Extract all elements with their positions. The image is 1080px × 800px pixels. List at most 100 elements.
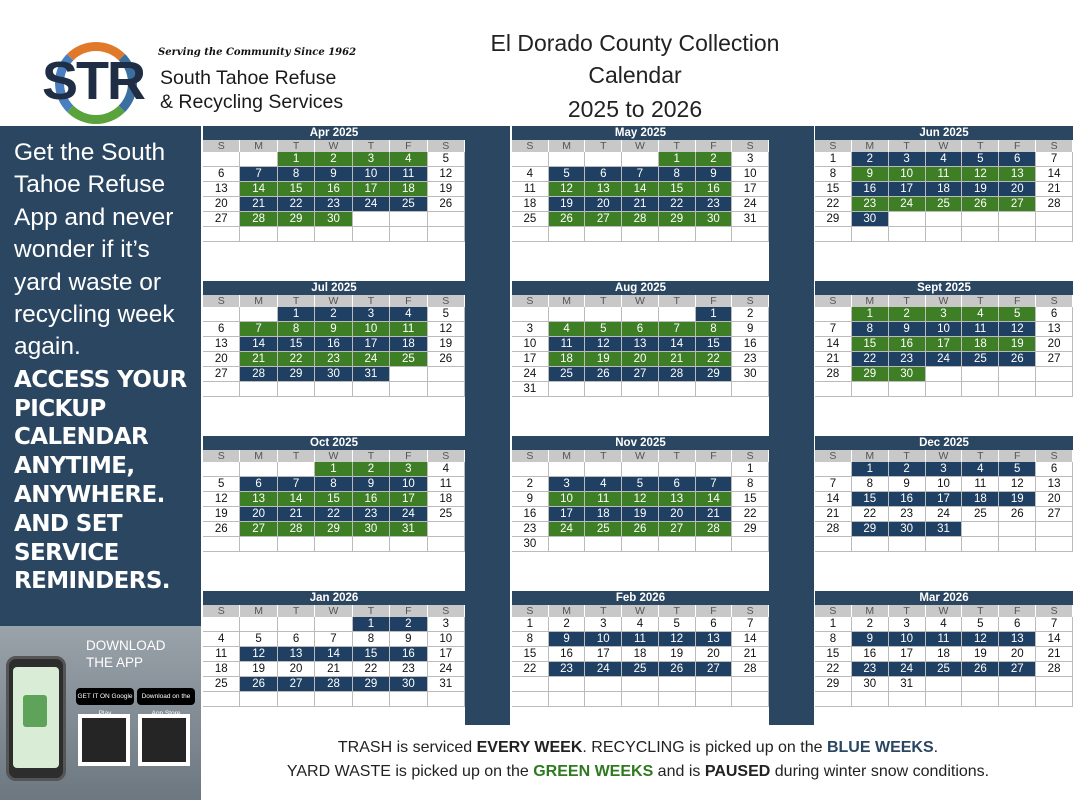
empty-cell <box>240 227 278 242</box>
day-cell: 5 <box>999 307 1037 322</box>
day-cell: 19 <box>658 647 696 662</box>
google-play-button[interactable]: GET IT ON Google Play <box>76 688 134 717</box>
day-grid: 1 2 3 4 5 6 7 8 9 10 11 12 13 14 15 16 17 18 19 20 21 22 23 24 2… <box>203 617 465 707</box>
day-cell: 17 <box>427 647 465 662</box>
download-label: DOWNLOAD THE APP <box>86 637 166 671</box>
empty-cell <box>851 227 889 242</box>
app-store-button[interactable]: Download on the App Store <box>137 688 195 717</box>
empty-cell <box>658 537 696 552</box>
empty-cell <box>277 462 316 477</box>
day-cell: 25 <box>427 507 465 522</box>
day-cell: 1 <box>512 617 549 632</box>
empty-cell <box>390 692 428 707</box>
day-cell: 11 <box>203 647 241 662</box>
day-cell: 21 <box>622 197 659 212</box>
day-cell: 27 <box>203 212 241 227</box>
empty-cell <box>622 537 659 552</box>
day-cell: 22 <box>277 352 316 367</box>
day-cell: 27 <box>658 522 696 537</box>
day-cell: 27 <box>1036 352 1073 367</box>
day-cell: 25 <box>622 662 659 677</box>
day-cell: 8 <box>315 477 353 492</box>
empty-cell <box>240 382 278 397</box>
day-cell: 2 <box>732 307 769 322</box>
day-cell: 9 <box>315 167 353 182</box>
weekday-label: S <box>512 605 549 617</box>
empty-cell <box>585 692 623 707</box>
brand-line-2: & Recycling Services <box>160 91 344 113</box>
day-cell: 16 <box>315 337 353 352</box>
day-cell: 14 <box>622 182 659 197</box>
weekday-label: T <box>585 140 623 152</box>
day-cell: 15 <box>512 647 549 662</box>
day-cell: 24 <box>427 662 465 677</box>
day-cell: 3 <box>352 152 391 167</box>
empty-cell <box>622 307 659 322</box>
month-title: May 2025 <box>512 126 769 140</box>
empty-cell <box>585 227 623 242</box>
day-cell: 26 <box>962 197 1000 212</box>
day-cell: 11 <box>512 182 549 197</box>
day-cell: 15 <box>851 492 889 507</box>
day-cell: 10 <box>888 167 926 182</box>
day-cell: 12 <box>999 322 1037 337</box>
day-cell: 22 <box>851 507 889 522</box>
weekday-label: M <box>240 295 278 307</box>
empty-cell <box>1036 537 1073 552</box>
weekday-label: T <box>889 450 926 462</box>
day-cell: 9 <box>390 632 428 647</box>
day-cell: 1 <box>695 307 733 322</box>
day-cell: 1 <box>315 462 353 477</box>
day-cell: 23 <box>315 197 353 212</box>
day-cell: 19 <box>585 352 623 367</box>
day-cell: 22 <box>815 662 852 677</box>
day-cell: 23 <box>512 522 549 537</box>
day-cell: 28 <box>315 677 353 692</box>
day-grid: 1 2 3 4 5 6 7 8 9 10 11 12 13 14 15 16 17 18 19 20 21 22 23 24 2… <box>815 307 1073 397</box>
weekday-label: T <box>278 605 316 617</box>
empty-cell <box>512 462 549 477</box>
day-cell: 11 <box>585 492 623 507</box>
day-cell: 26 <box>203 522 241 537</box>
empty-cell <box>622 677 659 692</box>
day-cell: 25 <box>390 352 428 367</box>
day-cell: 2 <box>315 152 353 167</box>
day-cell: 16 <box>695 182 733 197</box>
month-title: Aug 2025 <box>512 281 769 295</box>
weekday-label: M <box>549 605 586 617</box>
day-cell: 31 <box>427 677 465 692</box>
empty-cell <box>427 382 465 397</box>
day-cell: 28 <box>1036 197 1073 212</box>
month-title: Mar 2026 <box>815 591 1073 605</box>
day-cell: 8 <box>277 322 316 337</box>
empty-cell <box>585 537 623 552</box>
day-cell: 7 <box>240 167 278 182</box>
weekday-label: S <box>1036 450 1073 462</box>
day-cell: 22 <box>315 507 353 522</box>
day-cell: 13 <box>240 492 278 507</box>
day-cell: 3 <box>888 152 926 167</box>
weekday-label: F <box>390 140 428 152</box>
empty-cell <box>925 367 963 382</box>
day-cell: 8 <box>658 167 696 182</box>
app-store-qr-icon[interactable] <box>138 714 190 766</box>
weekday-label: T <box>889 605 926 617</box>
empty-cell <box>658 307 696 322</box>
day-cell: 19 <box>548 197 586 212</box>
weekday-label: S <box>203 140 241 152</box>
legend: TRASH is serviced EVERY WEEK. RECYCLING … <box>203 736 1073 784</box>
day-cell: 9 <box>512 492 549 507</box>
month-title: Feb 2026 <box>512 591 769 605</box>
empty-cell <box>315 227 353 242</box>
title-line-1: El Dorado County Collection <box>490 30 780 56</box>
empty-cell <box>962 522 1000 537</box>
month-11: Mar 2026 S M T W T F S 1 2 3 4 5 6 7 8 9 10 11 12 13 14 15 16 17… <box>815 591 1073 707</box>
google-play-qr-icon[interactable] <box>78 714 130 766</box>
empty-cell <box>999 677 1037 692</box>
weekday-label: T <box>889 295 926 307</box>
day-cell: 27 <box>1036 507 1073 522</box>
